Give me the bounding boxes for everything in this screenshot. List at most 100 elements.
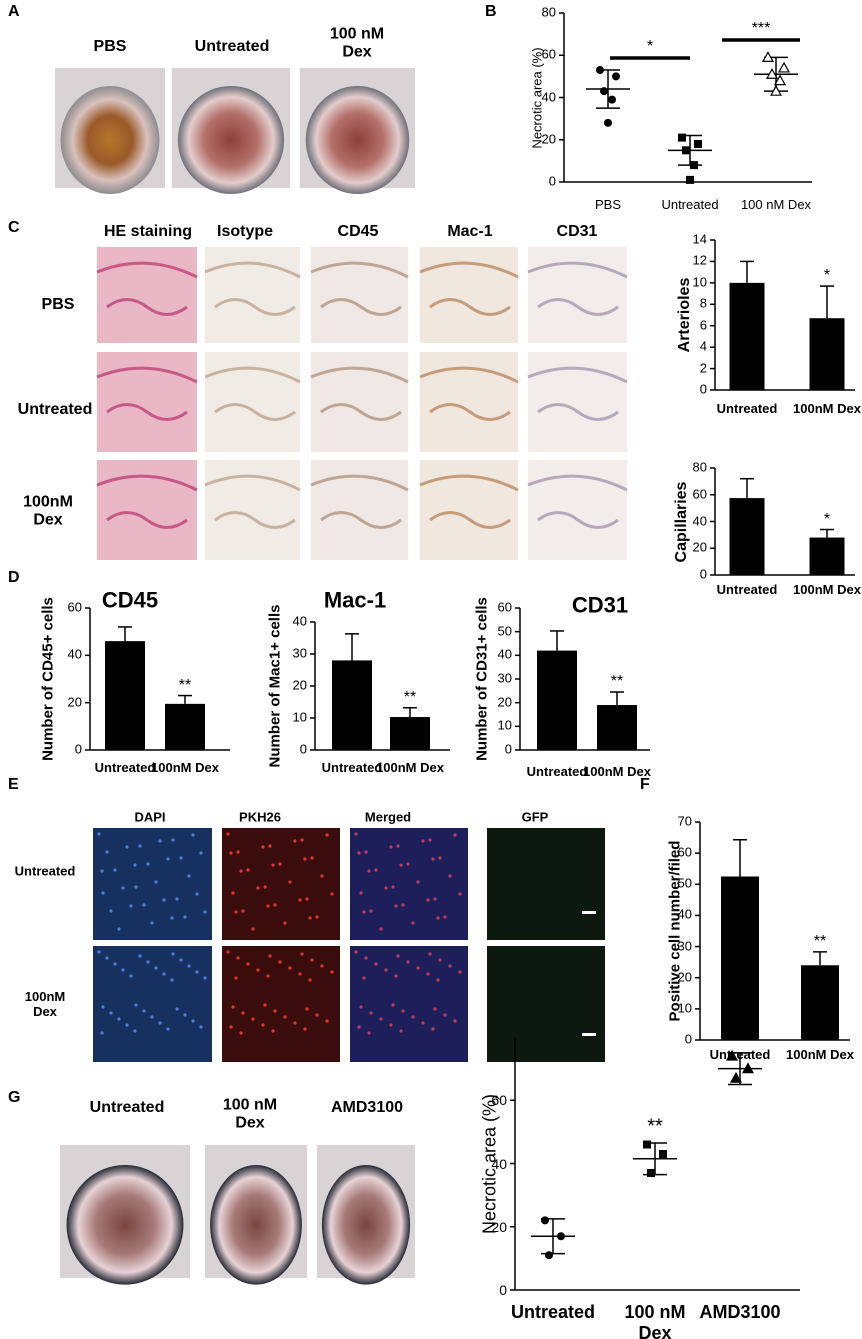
x-tick-label: Untreated: [321, 760, 383, 775]
cell-signal: [113, 868, 117, 872]
y-tick-label: 70: [677, 813, 692, 829]
photo-wound: [60, 86, 160, 194]
cell-signal: [226, 950, 230, 954]
cell-signal: [367, 869, 371, 873]
data-point: [545, 1251, 553, 1260]
data-point: [608, 95, 616, 104]
cell-signal: [359, 891, 363, 895]
cell-signal: [256, 886, 260, 890]
y-tick-label: 20: [292, 677, 307, 693]
cell-signal: [229, 1025, 233, 1029]
y-axis-label: Number of Mac1+ cells: [266, 604, 284, 768]
cell-signal: [113, 962, 117, 966]
cell-signal: [199, 1025, 203, 1029]
y-tick-label: 20: [541, 131, 556, 147]
scale-bar: [582, 1033, 596, 1036]
y-axis-label: Arterioles: [675, 277, 693, 353]
column-header: Merged: [364, 809, 412, 825]
cell-signal: [101, 891, 105, 895]
y-tick-label: 60: [541, 46, 556, 62]
cell-signal: [266, 974, 270, 978]
photo-label: 100 nM Dex: [222, 1096, 278, 1132]
y-tick-label: 0: [74, 741, 82, 757]
tissue-texture: [419, 366, 519, 421]
micrograph: [205, 247, 300, 343]
y-axis-label: Capillaries: [672, 481, 690, 562]
data-point: [647, 1168, 655, 1177]
scale-bar: [582, 911, 596, 914]
cell-signal: [357, 1025, 361, 1029]
cell-signal: [391, 885, 395, 889]
photo-wound: [305, 86, 410, 194]
cell-signal: [283, 921, 287, 925]
cell-signal: [288, 880, 292, 884]
cell-signal: [133, 863, 137, 867]
y-tick-label: 0: [699, 381, 707, 397]
cell-signal: [246, 868, 250, 872]
data-point: [612, 72, 620, 81]
cell-signal: [183, 915, 187, 919]
micrograph: [528, 247, 627, 343]
x-tick-label: Untreated: [716, 401, 778, 416]
cell-signal: [166, 1027, 170, 1031]
data-point: [765, 68, 779, 79]
cell-signal: [162, 898, 166, 902]
cell-signal: [117, 1017, 121, 1021]
cell-signal: [401, 1009, 405, 1013]
cell-signal: [187, 874, 191, 878]
micrograph: [487, 946, 605, 1062]
cell-signal: [411, 1015, 415, 1019]
cell-signal: [263, 1003, 267, 1007]
column-header: HE staining: [103, 222, 193, 240]
x-tick-label: AMD3100: [699, 1302, 781, 1322]
x-tick-label: 100nM Dex: [151, 760, 219, 775]
cell-signal: [263, 885, 267, 889]
bar: [165, 703, 205, 750]
cell-signal: [183, 1013, 187, 1017]
cell-signal: [121, 968, 125, 972]
tissue-texture: [96, 474, 198, 529]
cell-signal: [303, 1027, 307, 1031]
cell-signal: [369, 909, 373, 913]
data-point: [777, 61, 791, 73]
significance-label: ***: [751, 19, 771, 37]
cell-signal: [325, 833, 329, 837]
y-axis-label: Necrotic area (%): [479, 1093, 500, 1234]
x-tick-label: 100 nM Dex: [624, 1302, 686, 1339]
cell-signal: [100, 1031, 104, 1035]
cell-signal: [283, 1015, 287, 1019]
y-tick-label: 0: [684, 1031, 692, 1047]
cell-signal: [146, 960, 150, 964]
cell-signal: [310, 856, 314, 860]
panel-letter: G: [8, 1088, 21, 1106]
y-tick-label: 0: [504, 741, 512, 757]
panel-letter: A: [8, 2, 20, 20]
significance-label: *: [646, 37, 654, 55]
y-tick-label: 20: [497, 694, 512, 710]
row-label: Untreated: [14, 863, 76, 879]
cell-signal: [369, 1011, 373, 1015]
cell-signal: [379, 1017, 383, 1021]
cell-signal: [364, 850, 368, 854]
data-point: [643, 1140, 651, 1149]
y-tick-label: 80: [541, 4, 556, 20]
photo-label: AMD3100: [330, 1098, 404, 1116]
y-tick-label: 60: [491, 1092, 507, 1109]
cell-signal: [458, 892, 462, 896]
cell-signal: [170, 916, 174, 920]
cell-signal: [384, 886, 388, 890]
cell-signal: [97, 832, 101, 836]
micrograph: [350, 828, 468, 940]
cell-signal: [315, 915, 319, 919]
cell-signal: [379, 927, 383, 931]
y-tick-label: 30: [677, 938, 692, 954]
cell-signal: [428, 838, 432, 842]
cell-signal: [231, 891, 235, 895]
cell-signal: [239, 1031, 243, 1035]
cell-signal: [416, 966, 420, 970]
cell-signal: [134, 1003, 138, 1007]
cell-signal: [234, 976, 238, 980]
cell-signal: [298, 898, 302, 902]
micrograph: [93, 946, 212, 1062]
data-point: [690, 161, 698, 170]
